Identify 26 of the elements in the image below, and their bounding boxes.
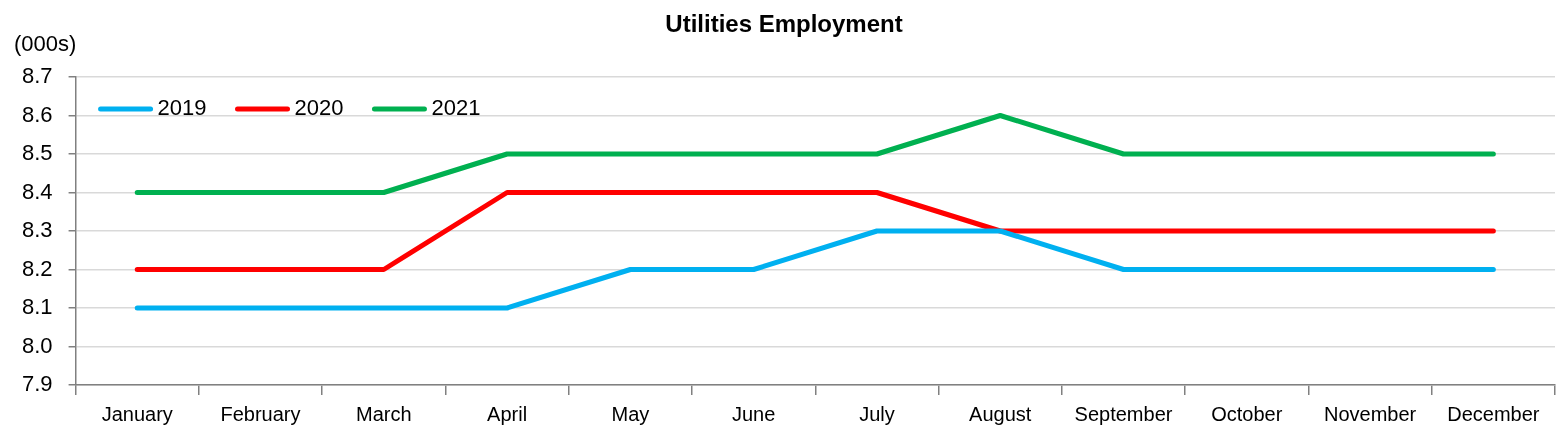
y-tick-label: 8.7 <box>21 63 53 89</box>
x-tick-label: October <box>1211 402 1283 425</box>
x-tick-label: March <box>356 402 412 425</box>
x-tick-label: April <box>487 402 528 425</box>
y-tick-label: 8.0 <box>21 332 53 358</box>
y-tick-label: 8.4 <box>21 178 53 204</box>
x-tick-label: July <box>859 402 895 425</box>
legend-label: 2021 <box>431 95 481 121</box>
x-tick-label: January <box>101 402 173 425</box>
legend-label: 2020 <box>294 95 344 121</box>
x-tick-label: August <box>969 402 1032 425</box>
x-tick-label: May <box>611 402 650 425</box>
legend-label: 2019 <box>157 95 207 121</box>
x-tick-label: November <box>1323 402 1417 425</box>
x-tick-label: December <box>1447 402 1540 425</box>
y-tick-label: 8.5 <box>21 140 53 166</box>
x-tick-label: June <box>731 402 776 425</box>
x-tick-label: February <box>220 402 301 425</box>
chart-title: Utilities Employment <box>665 9 903 37</box>
x-tick-label: September <box>1074 402 1173 425</box>
y-tick-label: 8.3 <box>21 217 53 243</box>
y-tick-label: 7.9 <box>21 371 53 397</box>
y-axis-title: (000s) <box>14 31 77 57</box>
y-tick-label: 8.6 <box>21 101 53 127</box>
y-tick-label: 8.2 <box>21 255 53 281</box>
y-tick-label: 8.1 <box>21 294 53 320</box>
